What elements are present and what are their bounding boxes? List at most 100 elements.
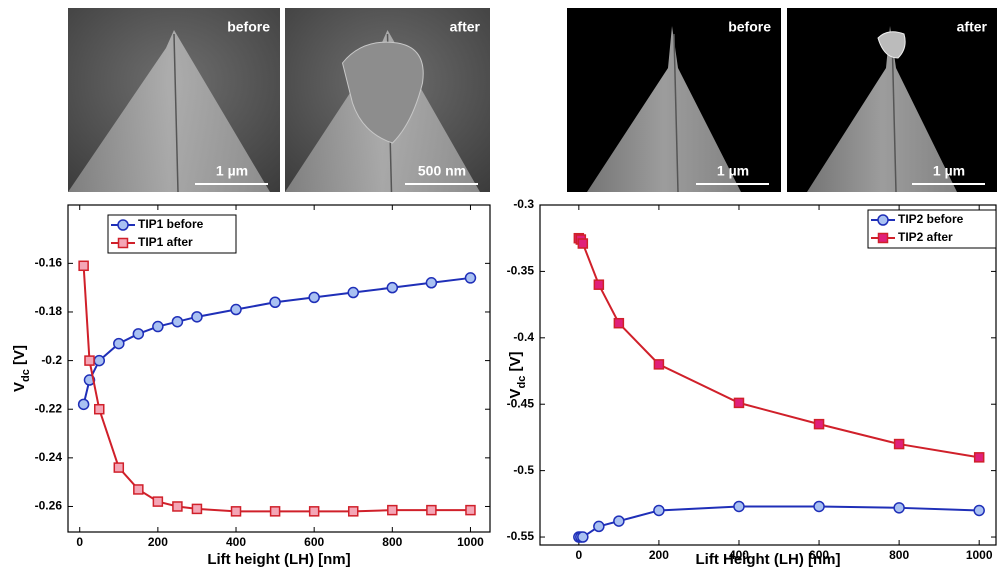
y-tick-label: -0.35 bbox=[507, 264, 535, 278]
data-point bbox=[387, 504, 398, 516]
scale-label: 1 µm bbox=[933, 163, 965, 179]
data-point bbox=[308, 506, 320, 517]
x-tick-label: 600 bbox=[304, 535, 324, 549]
data-point bbox=[593, 520, 605, 533]
data-point bbox=[78, 260, 89, 272]
x-tick-label: 0 bbox=[575, 548, 582, 562]
image-label: after bbox=[957, 19, 988, 35]
data-point bbox=[813, 418, 825, 430]
tip-shape bbox=[807, 26, 957, 192]
scale-label: 500 nm bbox=[418, 163, 466, 179]
data-point bbox=[386, 281, 399, 294]
y-axis-title-part: dc bbox=[20, 369, 32, 382]
data-point bbox=[191, 311, 203, 323]
x-tick-label: 200 bbox=[148, 535, 168, 549]
plot-frame bbox=[539, 204, 997, 546]
data-point bbox=[347, 286, 359, 299]
data-point bbox=[465, 504, 476, 516]
data-point bbox=[973, 452, 985, 463]
x-axis-title: Lift Height (LH) [nm] bbox=[696, 551, 841, 568]
data-point bbox=[653, 504, 665, 517]
data-point bbox=[171, 315, 184, 328]
image-label: before bbox=[227, 19, 270, 35]
x-tick-label: 600 bbox=[809, 548, 829, 562]
tip-shape bbox=[587, 26, 741, 192]
data-point bbox=[733, 397, 745, 409]
y-tick-label: -0.18 bbox=[35, 304, 63, 318]
data-point bbox=[94, 403, 105, 415]
x-tick-label: 400 bbox=[729, 548, 749, 562]
legend-box bbox=[107, 214, 237, 254]
y-tick-label: -0.26 bbox=[35, 499, 63, 513]
data-point bbox=[269, 296, 281, 308]
data-point bbox=[425, 277, 438, 289]
debris bbox=[341, 41, 424, 144]
y-axis-title-part: V bbox=[507, 389, 524, 399]
data-point bbox=[191, 503, 203, 515]
y-axis-title-part: [V] bbox=[507, 351, 524, 375]
x-tick-label: 0 bbox=[76, 535, 83, 549]
y-axis-title: Vdc [V] bbox=[11, 345, 32, 392]
data-point bbox=[269, 506, 281, 517]
legend-marker bbox=[877, 232, 889, 244]
data-point bbox=[464, 272, 477, 284]
data-point bbox=[308, 291, 320, 304]
y-tick-label: -0.55 bbox=[507, 529, 535, 543]
y-tick-label: -0.16 bbox=[35, 256, 63, 270]
data-point bbox=[230, 303, 242, 316]
x-axis-title: Lift height (LH) [nm] bbox=[207, 551, 350, 568]
y-tick-label: -0.5 bbox=[513, 463, 534, 477]
data-point bbox=[77, 398, 90, 411]
y-tick-label: -0.2 bbox=[41, 353, 62, 367]
x-tick-label: 1000 bbox=[457, 535, 484, 549]
legend-label: TIP2 before bbox=[898, 212, 964, 226]
x-tick-label: 800 bbox=[889, 548, 909, 562]
tip-ridge bbox=[173, 33, 179, 193]
data-point bbox=[613, 317, 625, 329]
data-point bbox=[84, 355, 95, 366]
data-point bbox=[653, 359, 665, 370]
data-point bbox=[133, 484, 144, 495]
data-point bbox=[593, 279, 605, 290]
data-point bbox=[577, 531, 589, 543]
data-point bbox=[152, 320, 164, 333]
tip-ridge bbox=[673, 33, 679, 193]
data-point bbox=[113, 337, 125, 350]
data-point bbox=[93, 354, 106, 367]
plot-frame bbox=[67, 204, 491, 533]
data-point bbox=[893, 502, 905, 514]
legend-label: TIP1 before bbox=[138, 217, 204, 231]
image-label: after bbox=[450, 19, 481, 35]
legend-marker bbox=[117, 237, 129, 249]
x-tick-label: 1000 bbox=[966, 548, 993, 562]
data-point bbox=[230, 506, 242, 517]
x-tick-label: 200 bbox=[649, 548, 669, 562]
data-point bbox=[733, 500, 745, 513]
y-axis-title: Vdc [V] bbox=[507, 351, 528, 398]
x-tick-label: 800 bbox=[382, 535, 402, 549]
tip-shape bbox=[68, 30, 270, 192]
tip-ridge bbox=[891, 33, 897, 193]
data-point bbox=[613, 515, 625, 527]
y-tick-label: -0.24 bbox=[35, 450, 63, 464]
scale-label: 1 µm bbox=[717, 163, 749, 179]
legend-box bbox=[867, 209, 997, 249]
debris bbox=[877, 31, 906, 59]
data-point bbox=[132, 328, 145, 340]
legend-label: TIP1 after bbox=[138, 235, 193, 249]
legend-marker bbox=[117, 219, 129, 231]
x-tick-label: 400 bbox=[226, 535, 246, 549]
y-axis-title-part: [V] bbox=[11, 345, 28, 369]
legend-label: TIP2 after bbox=[898, 230, 953, 244]
y-tick-label: -0.4 bbox=[513, 330, 534, 344]
image-label: before bbox=[728, 19, 771, 35]
scale-label: 1 µm bbox=[216, 163, 248, 179]
y-tick-label: -0.45 bbox=[507, 396, 535, 410]
data-point bbox=[973, 504, 985, 517]
legend-marker bbox=[877, 214, 889, 226]
data-point bbox=[426, 504, 437, 516]
y-tick-label: -0.3 bbox=[513, 197, 534, 211]
y-tick-label: -0.22 bbox=[35, 401, 63, 415]
data-point bbox=[577, 238, 589, 249]
